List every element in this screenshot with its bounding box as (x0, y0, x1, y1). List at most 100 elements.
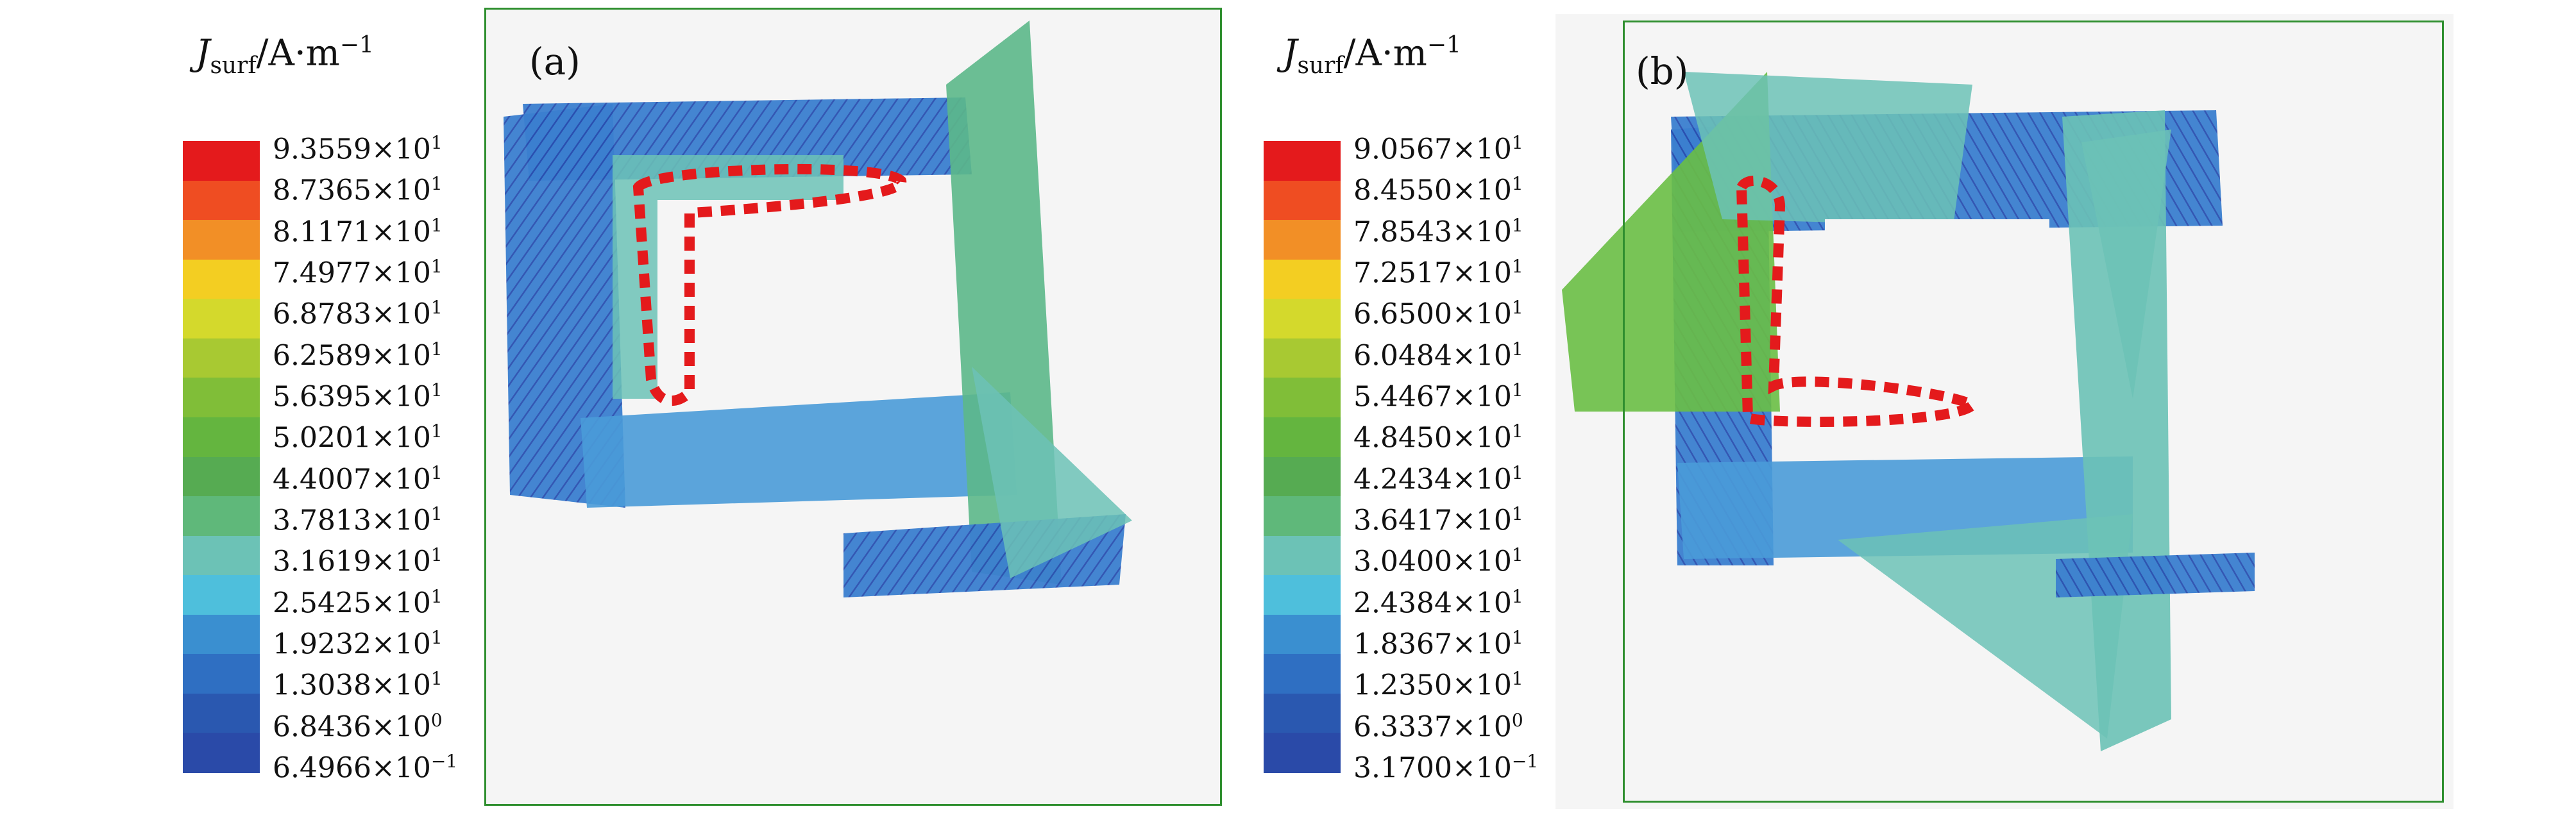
colorbar-swatch (1264, 733, 1341, 773)
highlight-path-b (1736, 176, 1981, 427)
tick-exponent: 1 (1511, 338, 1523, 360)
tick-times: ×10 (1452, 751, 1512, 785)
colorbar-tick-label: 3.0400×101 (1353, 544, 1523, 578)
tick-exponent: 1 (430, 132, 443, 153)
colorbar-swatch (183, 535, 260, 576)
colorbar-tick-label: 7.4977×101 (273, 256, 443, 290)
colorbar-tick-label: 6.6500×101 (1353, 297, 1523, 331)
colorbar-swatch (183, 259, 260, 300)
legend-unit: /A·m (1343, 32, 1427, 74)
tick-mantissa: 6.0484 (1353, 339, 1452, 372)
colorbar-tick-label: 4.8450×101 (1353, 421, 1523, 455)
tick-exponent: 1 (1511, 627, 1523, 648)
tick-mantissa: 6.4966 (273, 751, 371, 785)
panel-frame-b (1623, 21, 2444, 803)
tick-mantissa: 2.5425 (273, 587, 371, 620)
legend-title-a: Jsurf/A·m−1 (196, 32, 374, 79)
colorbar-swatch (183, 299, 260, 339)
tick-times: ×10 (1452, 669, 1512, 702)
colorbar-tick-label: 1.3038×101 (273, 668, 443, 702)
colorbar-tick-label: 6.8436×100 (273, 710, 443, 744)
tick-times: ×10 (371, 380, 431, 413)
colorbar-tick-label: 3.7813×101 (273, 503, 443, 537)
tick-times: ×10 (371, 339, 431, 372)
tick-times: ×10 (1452, 504, 1512, 537)
tick-exponent: 1 (1511, 214, 1523, 236)
legend-exponent: −1 (1427, 32, 1461, 58)
tick-times: ×10 (371, 751, 431, 785)
colorbar-swatch (183, 614, 260, 655)
legend-title-b: Jsurf/A·m−1 (1283, 32, 1461, 79)
colorbar-tick-label: 9.0567×101 (1353, 132, 1523, 166)
tick-mantissa: 4.2434 (1353, 463, 1452, 496)
tick-times: ×10 (1452, 380, 1512, 413)
tick-times: ×10 (371, 669, 431, 702)
tick-mantissa: 2.4384 (1353, 587, 1452, 620)
tick-times: ×10 (1452, 297, 1512, 331)
tick-times: ×10 (1452, 628, 1512, 661)
tick-mantissa: 8.1171 (273, 215, 371, 249)
tick-mantissa: 7.2517 (1353, 256, 1452, 290)
colorbar-swatch (1264, 417, 1341, 458)
colorbar-swatch (1264, 220, 1341, 260)
colorbar-swatch (1264, 654, 1341, 694)
colorbar-swatch (183, 496, 260, 537)
tick-exponent: 1 (430, 173, 443, 195)
highlight-path-a (632, 163, 906, 406)
colorbar-swatch (1264, 378, 1341, 418)
tick-mantissa: 6.8783 (273, 297, 371, 331)
current-band-lower-right-b (2056, 553, 2255, 597)
colorbar-swatch (183, 417, 260, 458)
colorbar-swatch (1264, 496, 1341, 537)
tick-exponent: 1 (430, 668, 443, 690)
tick-times: ×10 (1452, 710, 1512, 744)
tick-exponent: 1 (430, 503, 443, 524)
tick-times: ×10 (1452, 545, 1512, 578)
colorbar-swatch (1264, 299, 1341, 339)
core-hole-a (696, 213, 882, 392)
tick-times: ×10 (371, 710, 431, 744)
tick-exponent: 1 (1511, 421, 1523, 442)
colorbar-tick-label: 6.3337×100 (1353, 710, 1523, 744)
tick-times: ×10 (371, 297, 431, 331)
tick-mantissa: 3.1619 (273, 545, 371, 578)
colorbar-tick-label: 7.8543×101 (1353, 215, 1523, 249)
current-band-inner-a (613, 155, 843, 399)
legend-symbol: J (196, 32, 210, 74)
colorbar-tick-label: 4.2434×101 (1353, 462, 1523, 496)
colorbar-tick-label: 6.0484×101 (1353, 338, 1523, 372)
legend-symbol: J (1283, 32, 1298, 74)
tick-exponent: 1 (1511, 585, 1523, 607)
colorbar-tick-label: 4.4007×101 (273, 462, 443, 496)
tick-mantissa: 6.6500 (1353, 297, 1452, 331)
colorbar-swatch (183, 654, 260, 694)
tick-times: ×10 (371, 133, 431, 166)
tick-mantissa: 3.7813 (273, 504, 371, 537)
tick-exponent: 0 (430, 709, 443, 731)
colorbar-swatch (183, 220, 260, 260)
colorbar-tick-label: 9.3559×101 (273, 132, 443, 166)
tick-times: ×10 (371, 421, 431, 455)
tick-mantissa: 8.7365 (273, 174, 371, 207)
colorbar-swatch (183, 141, 260, 181)
colorbar-swatch (183, 338, 260, 379)
tick-mantissa: 7.4977 (273, 256, 371, 290)
colorbar-tick-label: 5.0201×101 (273, 421, 443, 455)
colorbar-tick-label: 3.1619×101 (273, 544, 443, 578)
tick-mantissa: 4.8450 (1353, 421, 1452, 455)
current-band-bottom-a (580, 392, 1017, 508)
colorbar-tick-label: 6.8783×101 (273, 297, 443, 331)
tick-mantissa: 1.3038 (273, 669, 371, 702)
tick-exponent: 1 (1511, 256, 1523, 277)
tick-mantissa: 3.6417 (1353, 504, 1452, 537)
colorbar-tick-label: 8.7365×101 (273, 173, 443, 207)
current-fan-a (972, 367, 1132, 578)
tick-times: ×10 (1452, 339, 1512, 372)
current-field-a (504, 21, 1132, 597)
colorbar-b (1264, 141, 1341, 773)
tick-times: ×10 (371, 628, 431, 661)
tick-mantissa: 5.6395 (273, 380, 371, 413)
tick-mantissa: 9.3559 (273, 133, 371, 166)
colorbar-tick-label: 3.6417×101 (1353, 503, 1523, 537)
colorbar-swatch (1264, 575, 1341, 615)
